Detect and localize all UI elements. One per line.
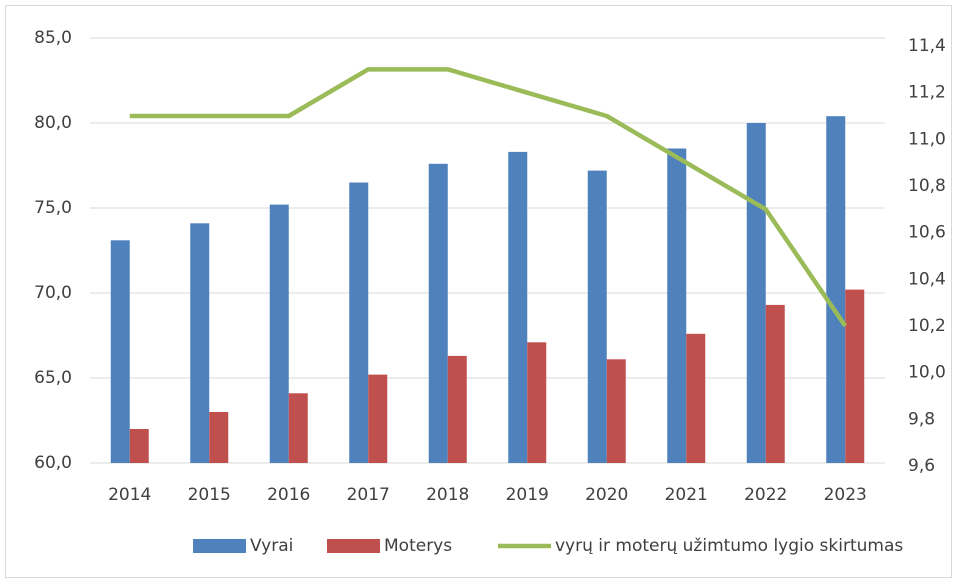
bar: [587, 170, 607, 463]
x-tick-label: 2021: [665, 485, 708, 505]
y2-tick-label: 9,8: [908, 409, 935, 429]
bar: [667, 148, 687, 463]
y2-tick-label: 10,6: [908, 223, 946, 243]
y-tick-label: 70,0: [34, 283, 72, 303]
chart-frame: [5, 5, 952, 578]
bar: [110, 240, 130, 463]
bar: [269, 204, 289, 463]
bar: [447, 355, 467, 463]
y-tick-label: 75,0: [34, 198, 72, 218]
bar: [527, 342, 547, 463]
y2-tick-label: 11,2: [908, 83, 946, 103]
y2-tick-label: 11,0: [908, 129, 946, 149]
x-tick-label: 2015: [188, 485, 231, 505]
bar: [288, 393, 308, 463]
legend-swatch: [193, 539, 246, 553]
y2-tick-label: 10,2: [908, 316, 946, 336]
line-series: [129, 67, 848, 328]
y2-tick-label: 10,0: [908, 363, 946, 383]
legend-label: Moterys: [384, 536, 452, 556]
y2-tick-label: 10,8: [908, 176, 946, 196]
bar: [686, 333, 706, 463]
bar: [765, 304, 785, 463]
x-tick-label: 2018: [426, 485, 469, 505]
y-tick-label: 85,0: [34, 28, 72, 48]
bar: [845, 289, 865, 463]
x-tick-label: 2022: [744, 485, 787, 505]
bar: [826, 116, 846, 463]
bar: [190, 223, 210, 463]
y-tick-label: 65,0: [34, 368, 72, 388]
y2-tick-label: 10,4: [908, 269, 946, 289]
bar: [428, 163, 448, 464]
bar: [508, 151, 528, 463]
bar: [129, 429, 149, 463]
y-tick-label: 80,0: [34, 113, 72, 133]
legend-label: vyrų ir moterų užimtumo lygio skirtumas: [555, 536, 903, 556]
y2-tick-label: 11,4: [908, 36, 946, 56]
bar: [606, 359, 626, 463]
x-tick-label: 2016: [267, 485, 310, 505]
y-tick-label: 60,0: [34, 453, 72, 473]
legend-swatch: [327, 539, 380, 553]
x-tick-label: 2020: [585, 485, 628, 505]
x-tick-label: 2019: [506, 485, 549, 505]
bar: [368, 374, 388, 463]
x-tick-label: 2014: [108, 485, 151, 505]
x-tick-label: 2017: [347, 485, 390, 505]
y2-tick-label: 9,6: [908, 456, 935, 476]
bar: [746, 123, 766, 463]
bar: [209, 412, 229, 463]
x-tick-label: 2023: [824, 485, 867, 505]
legend-label: Vyrai: [250, 536, 293, 556]
bar: [349, 182, 369, 463]
